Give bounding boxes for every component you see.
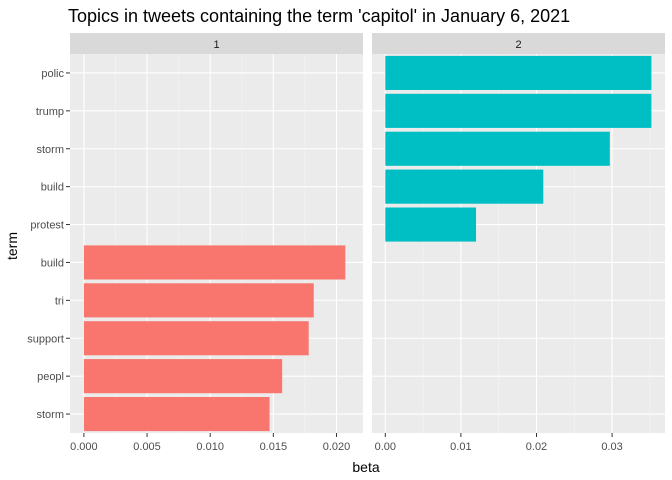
y-tick-label: build <box>41 257 64 269</box>
facet-panels: polic trump storm build protest build tri suppo… <box>27 33 665 453</box>
y-tick-label: support <box>27 333 64 345</box>
x-tick-label: 0.020 <box>323 441 351 453</box>
x-axis-title: beta <box>352 459 379 475</box>
y-tick-label: storm <box>37 409 65 421</box>
x-tick-label: 0.02 <box>526 441 547 453</box>
facet-strip <box>70 33 363 54</box>
bar-storm <box>385 131 610 166</box>
chart-title: Topics in tweets containing the term 'ca… <box>68 6 570 26</box>
bar-peopl <box>83 359 283 394</box>
facet-panel-1: 1 0.000 0.005 0.010 0.015 0.020 <box>70 33 363 453</box>
bar-protest <box>385 207 477 242</box>
facet-strip <box>372 33 665 54</box>
x-tick-label: 0.01 <box>450 441 471 453</box>
bar-tri <box>83 283 314 318</box>
facet-panel-2: 2 0.00 0.01 0.02 0.03 <box>372 33 665 453</box>
bar-build <box>385 169 544 204</box>
x-tick-label: 0.005 <box>133 441 161 453</box>
x-tick-label: 0.015 <box>260 441 288 453</box>
y-tick-label: protest <box>30 220 64 232</box>
y-tick-label: peopl <box>37 371 64 383</box>
facet-strip-label: 1 <box>213 39 219 51</box>
bar-support <box>83 321 309 356</box>
y-axis-title: term <box>4 232 20 260</box>
y-tick-label: tri <box>55 295 64 307</box>
x-tick-label: 0.03 <box>601 441 622 453</box>
y-tick-label: trump <box>36 106 64 118</box>
x-tick-label: 0.00 <box>375 441 396 453</box>
y-tick-label: polic <box>41 68 64 80</box>
bar-build <box>83 245 346 280</box>
y-tick-label: storm <box>37 144 65 156</box>
facet-strip-label: 2 <box>515 39 521 51</box>
x-tick-label: 0.000 <box>70 441 98 453</box>
x-tick-label: 0.010 <box>196 441 224 453</box>
y-tick-label: build <box>41 182 64 194</box>
bar-storm <box>83 396 270 432</box>
bar-polic <box>385 55 652 91</box>
bar-trump <box>385 93 652 128</box>
